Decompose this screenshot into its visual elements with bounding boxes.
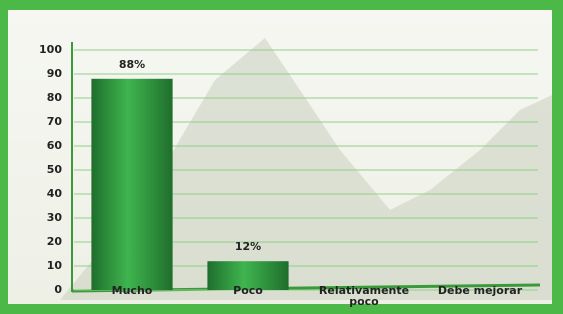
- y-tick-label: 10: [47, 259, 63, 272]
- x-tick-label: Debe mejorar: [432, 285, 528, 296]
- y-tick-label: 100: [39, 43, 62, 56]
- y-tick-label: 50: [47, 163, 63, 176]
- y-tick-label: 40: [47, 187, 63, 200]
- x-tick-label: Relativamente poco: [316, 285, 412, 307]
- bar: [91, 79, 172, 290]
- x-tick-label: Poco: [200, 285, 296, 296]
- chart: 0 10 20 30 40 50 60 70 80 90 100 88% 12%: [0, 0, 563, 314]
- chart-frame: 0 10 20 30 40 50 60 70 80 90 100 88% 12% Mucho Poco Re…: [0, 0, 563, 314]
- y-tick-label: 30: [47, 211, 63, 224]
- value-label: 12%: [235, 240, 261, 253]
- y-tick-label: 80: [47, 91, 63, 104]
- y-tick-label: 90: [47, 67, 63, 80]
- y-tick-label: 20: [47, 235, 63, 248]
- y-tick-label: 70: [47, 115, 63, 128]
- y-tick-label: 0: [54, 283, 62, 296]
- value-label: 88%: [119, 58, 145, 71]
- x-tick-label: Mucho: [84, 285, 180, 296]
- y-tick-label: 60: [47, 139, 63, 152]
